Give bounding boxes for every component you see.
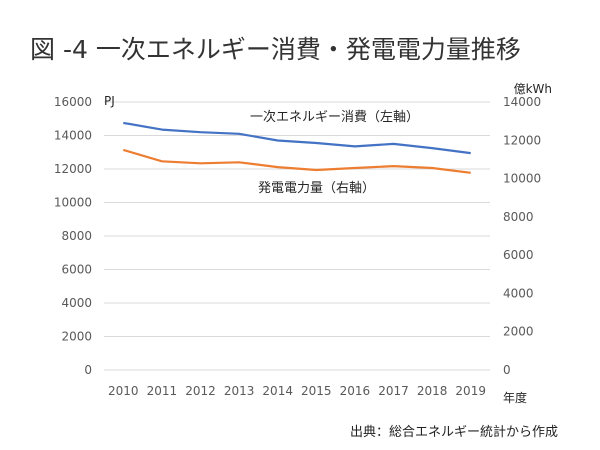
y-left-tick-label: 12000 xyxy=(54,162,92,176)
x-tick-label: 2018 xyxy=(417,384,448,398)
x-tick-label: 2011 xyxy=(147,384,178,398)
x-axis: 2010 2011 2012 2013 2014 2015 2016 2017 2018 2019 xyxy=(108,384,486,398)
source-note: 出典：総合エネルギー統計から作成 xyxy=(349,425,558,440)
y-left-tick-label: 6000 xyxy=(61,263,92,277)
x-tick-label: 2010 xyxy=(108,384,139,398)
x-tick-label: 2019 xyxy=(455,384,486,398)
series-line-1 xyxy=(122,148,471,174)
y-right-tick-label: 10000 xyxy=(503,172,541,186)
gridlines xyxy=(104,101,490,371)
y-left-tick-label: 10000 xyxy=(54,196,92,210)
y-left-tick-label: 8000 xyxy=(61,229,92,243)
y-left-unit: PJ xyxy=(104,94,115,108)
y-right-unit: 億kWh xyxy=(514,82,552,96)
x-tick-label: 2012 xyxy=(185,384,216,398)
x-tick-label: 2016 xyxy=(340,384,371,398)
series-label-primary-energy: 一次エネルギー消費（左軸） xyxy=(250,109,419,125)
y-left-tick-label: 14000 xyxy=(54,129,92,143)
x-tick-label: 2014 xyxy=(262,384,293,398)
x-tick-label: 2015 xyxy=(301,384,332,398)
y-right-tick-label: 14000 xyxy=(503,95,541,109)
y-left-tick-label: 2000 xyxy=(61,330,92,344)
page-title: 図 -4 一次エネルギー消費・発電電力量推移 xyxy=(30,35,521,64)
x-axis-label: 年度 xyxy=(503,390,527,405)
x-tick-label: 2013 xyxy=(224,384,255,398)
y-right-tick-label: 0 xyxy=(503,363,511,377)
y-axis-right: 0 2000 4000 6000 8000 10000 12000 14000 xyxy=(503,95,541,377)
y-right-tick-label: 8000 xyxy=(503,210,534,224)
series-lines xyxy=(122,121,471,174)
series-label-power-generation: 発電電力量（右軸） xyxy=(258,181,375,196)
y-left-tick-label: 4000 xyxy=(61,296,92,310)
y-left-tick-label: 0 xyxy=(84,363,92,377)
y-right-tick-label: 6000 xyxy=(503,248,534,262)
y-right-tick-label: 4000 xyxy=(503,286,534,300)
x-tick-label: 2017 xyxy=(378,384,409,398)
series-line-0 xyxy=(123,121,471,155)
y-right-tick-label: 2000 xyxy=(503,325,534,339)
y-right-tick-label: 12000 xyxy=(503,133,541,147)
y-axis-left: 0 2000 4000 6000 8000 10000 12000 14000 16000 xyxy=(54,95,92,377)
y-left-tick-label: 16000 xyxy=(54,95,92,109)
